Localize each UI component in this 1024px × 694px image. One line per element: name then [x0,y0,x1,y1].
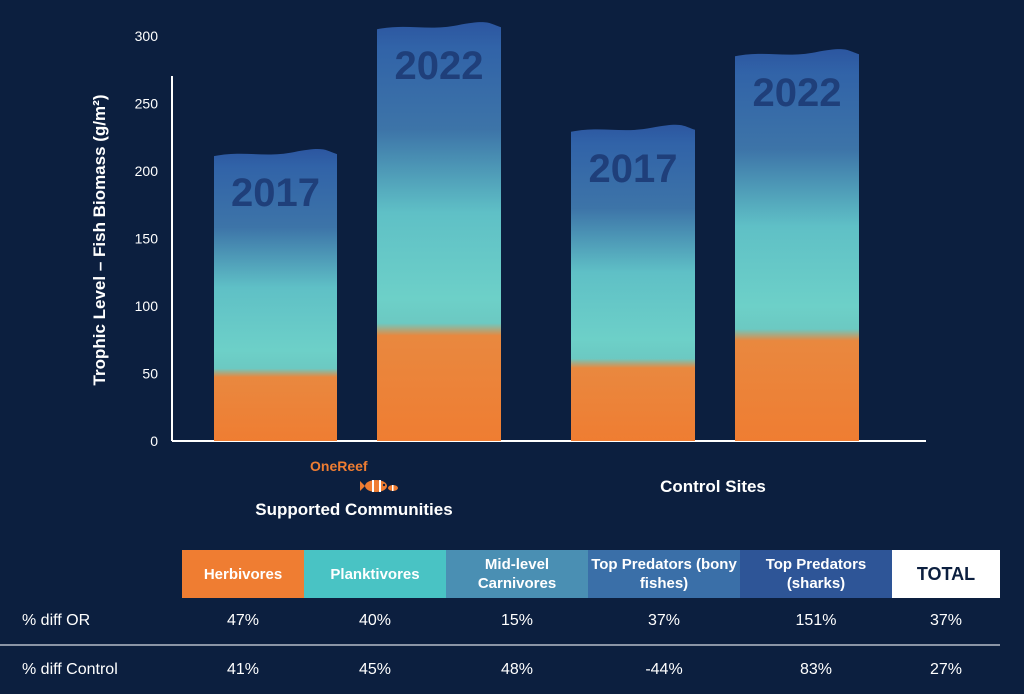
onereef-logo: OneReef [310,458,398,496]
table-cell: 37% [892,598,1000,646]
table-cell: 83% [799,661,833,678]
y-tick-label: 250 [135,96,159,112]
y-tick-label: 0 [150,433,158,449]
table-cell: 40% [304,598,446,646]
table-cell: 15% [446,598,588,646]
bar-1 [377,22,501,442]
table-row: % diff Control 41% 45% 48% -44% 83% 27% [0,645,1000,694]
table-cell: 37% [588,598,740,646]
group-label-control: Control Sites [660,477,766,496]
table-cell: 27% [929,661,963,678]
table-cell: 41% [226,661,260,678]
header-planktivores: Planktivores [304,550,446,598]
logo-text-one: One [310,458,338,474]
header-mid-level-carnivores: Mid-level Carnivores [446,550,588,598]
y-tick-label: 150 [135,231,159,247]
table-cell: -44% [645,661,683,678]
bar-year-label: 2017 [231,171,320,215]
header-top-predators-bony: Top Predators (bony fishes) [588,550,740,598]
header-top-predators-sharks: Top Predators (sharks) [740,550,892,598]
bar-3 [735,49,859,442]
bar-year-label: 2017 [589,147,678,191]
header-total: TOTAL [892,550,1000,598]
table-cell: 47% [182,598,304,646]
y-tick-label: 200 [135,163,159,179]
table-cell: 45% [358,661,392,678]
diff-table: Herbivores Planktivores Mid-level Carniv… [0,550,1000,694]
table-corner [0,550,182,598]
bar-year-label: 2022 [395,44,484,88]
header-herbivores: Herbivores [182,550,304,598]
logo-text-reef: Reef [337,458,368,474]
table-header-row: Herbivores Planktivores Mid-level Carniv… [0,550,1000,598]
bar-year-label: 2022 [753,71,842,115]
bar-0 [214,149,337,442]
group-label-supported: Supported Communities [255,500,453,519]
y-tick-label: 50 [142,366,158,382]
bar-2 [571,124,695,441]
logo-text: OneReef [310,458,368,474]
table-row: % diff OR 47% 40% 15% 37% 151% 37% [0,598,1000,646]
y-tick-label: 100 [135,298,159,314]
chart: 0 50 100 150 200 250 300 2017 2022 2017 2022 [135,22,926,449]
bars: 2017 2022 2017 2022 [214,22,859,442]
y-tick-label: 300 [135,28,159,44]
table-cell: 151% [740,598,892,646]
table-cell: 48% [500,661,534,678]
row-label: % diff OR [0,598,182,646]
y-axis-label: Trophic Level – Fish Biomass (g/m²) [90,94,109,386]
row-label: % diff Control [22,661,118,678]
clownfish-icon [360,480,398,492]
